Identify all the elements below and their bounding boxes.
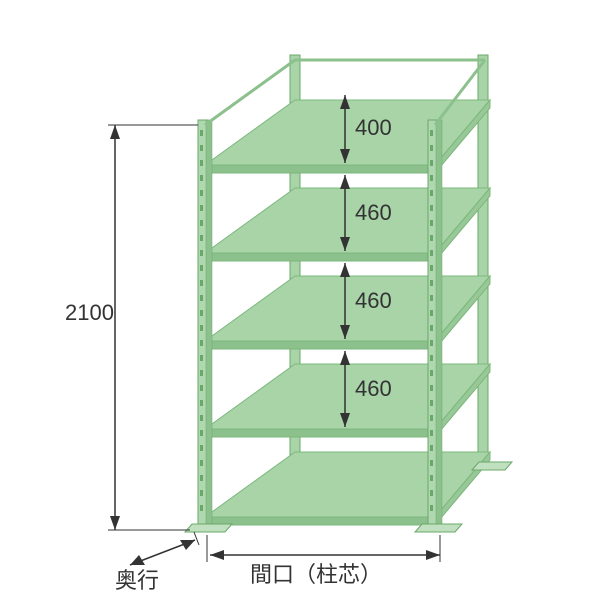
label-width: 間口（柱芯） [250, 557, 382, 589]
shelf-5 [205, 452, 490, 525]
label-depth: 奥行 [115, 563, 159, 595]
label-total-height: 2100 [65, 300, 114, 326]
dim-depth [130, 532, 199, 565]
shelf-4 [205, 364, 490, 437]
label-gap-1: 460 [355, 200, 392, 226]
shelf-3 [205, 276, 490, 349]
label-gap-3: 460 [355, 376, 392, 402]
dim-total-height [108, 125, 198, 530]
front-right-post [428, 120, 442, 530]
label-top-gap: 400 [355, 115, 392, 141]
label-gap-2: 460 [355, 288, 392, 314]
shelf-2 [205, 188, 490, 261]
front-left-post [198, 120, 212, 530]
